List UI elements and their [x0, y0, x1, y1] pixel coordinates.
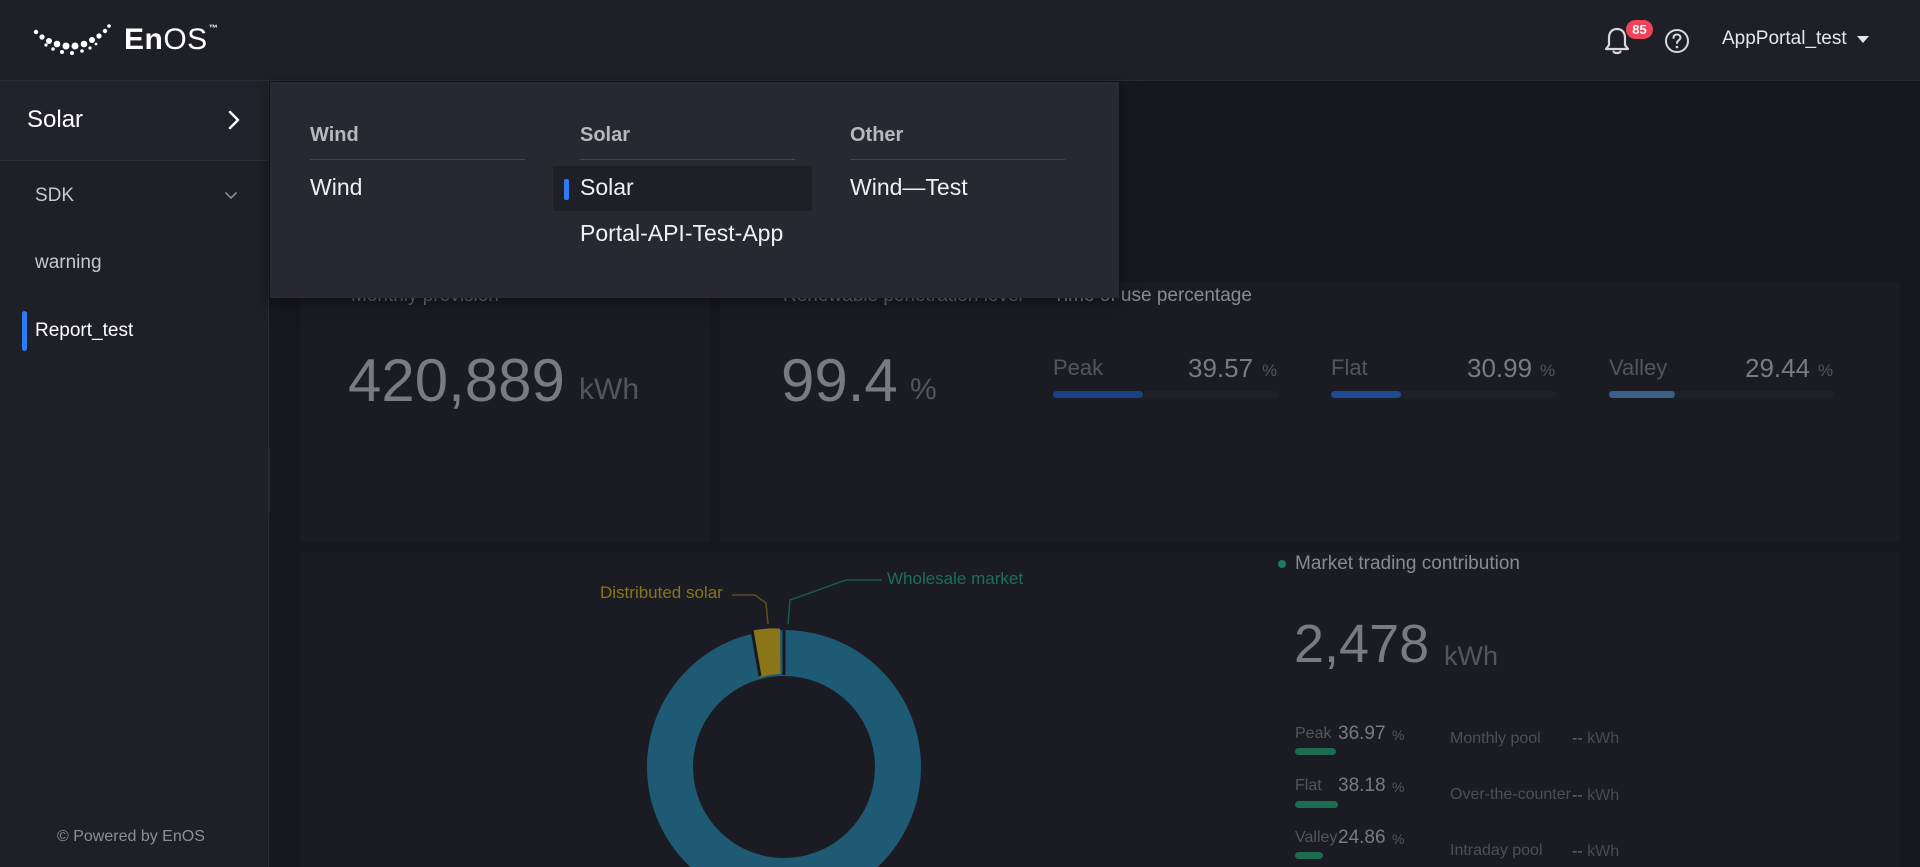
mt-valley-label: Valley [1295, 829, 1338, 846]
dd-item-wind[interactable]: Wind [310, 174, 363, 200]
market-trading-value: 2,478 [1294, 614, 1430, 674]
donut-slice-wholesale [647, 630, 921, 867]
leader-line-distributed-solar [732, 594, 769, 625]
pool-otc-unit: kWh [1587, 787, 1620, 804]
current-app-title: Solar [27, 106, 84, 133]
logo-dots-icon [33, 24, 111, 55]
source-donut-chart [647, 579, 921, 867]
mt-peak-label: Peak [1295, 725, 1332, 742]
tou-flat-track [1331, 391, 1557, 398]
donut-separator [750, 629, 762, 677]
pool-monthly-number: -- [1572, 730, 1583, 747]
tou-peak-bar [1053, 391, 1143, 398]
logo-wordmark: EnOS™ [124, 23, 219, 56]
monthly-provision-card [300, 282, 710, 542]
renewable-penetration-unit: % [910, 373, 937, 406]
legend-dot [1278, 560, 1286, 568]
help-icon[interactable] [1664, 28, 1690, 54]
sidebar-item-warning[interactable]: warning [35, 252, 102, 273]
dd-heading-solar: Solar [580, 124, 631, 146]
tou-valley-track [1609, 391, 1835, 398]
app-switcher-trigger[interactable]: Solar [0, 81, 268, 161]
user-menu[interactable]: AppPortal_test [1722, 28, 1869, 50]
mt-valley-bar [1295, 852, 1323, 859]
divider [580, 159, 795, 160]
selected-indicator [564, 179, 569, 200]
sidebar-item-sdk[interactable]: SDK [35, 185, 75, 206]
tou-flat-label: Flat [1331, 355, 1368, 380]
tou-valley-value: 29.44 [1745, 353, 1811, 383]
leader-line-wholesale [787, 579, 882, 625]
notification-badge: 85 [1626, 20, 1653, 39]
pool-monthly-value: -- kWh [1572, 730, 1619, 748]
monthly-provision-value: 420,889 [348, 347, 565, 414]
dd-item-portal-api-test-app[interactable]: Portal-API-Test-App [580, 220, 784, 246]
market-trading-unit: kWh [1444, 641, 1498, 671]
trading-card [300, 552, 1900, 867]
pool-otc-number: -- [1572, 787, 1583, 804]
penetration-card [720, 282, 1900, 542]
mt-flat-value: 38.18 [1338, 775, 1386, 796]
caret-down-icon [1856, 35, 1869, 43]
monthly-provision-unit: kWh [579, 373, 639, 406]
powered-by-footer: © Powered by EnOS [57, 828, 205, 845]
pool-intraday-unit: kWh [1587, 843, 1620, 860]
pool-intraday-label: Intraday pool [1450, 842, 1543, 859]
tou-peak-label: Peak [1053, 355, 1104, 380]
active-indicator [22, 311, 27, 351]
mt-valley-unit: % [1392, 831, 1405, 847]
tou-peak-value: 39.57 [1188, 353, 1254, 383]
top-header: EnOS™ 85 AppPortal_test [0, 0, 1920, 81]
pool-otc-value: -- kWh [1572, 787, 1619, 805]
mt-flat-bar [1295, 801, 1338, 808]
donut-label-distributed-solar: Distributed solar [600, 583, 723, 602]
tou-flat-unit: % [1540, 361, 1556, 380]
pool-otc-label: Over-the-counter [1450, 786, 1571, 803]
tou-peak-track [1053, 391, 1279, 398]
mt-flat-label: Flat [1295, 777, 1322, 794]
tou-valley-unit: % [1818, 361, 1834, 380]
market-trading-label: Market trading contribution [1295, 553, 1520, 574]
dd-heading-other: Other [850, 124, 904, 146]
divider [850, 159, 1065, 160]
tou-valley-bar [1609, 391, 1675, 398]
dd-item-solar[interactable]: Solar [580, 174, 634, 200]
chevron-right-icon [228, 110, 240, 130]
divider [310, 159, 525, 160]
donut-label-wholesale-market: Wholesale market [887, 569, 1024, 588]
mt-peak-value: 36.97 [1338, 723, 1386, 744]
mt-valley-value: 24.86 [1338, 827, 1386, 848]
mt-flat-unit: % [1392, 779, 1405, 795]
pool-monthly-unit: kWh [1587, 730, 1620, 747]
pool-intraday-number: -- [1572, 843, 1583, 860]
enos-logo[interactable]: EnOS™ [32, 22, 218, 58]
tou-valley-label: Valley [1609, 355, 1668, 380]
sidebar: Solar SDK warning Report_test © Powered … [0, 81, 269, 867]
pool-monthly-label: Monthly pool [1450, 730, 1541, 747]
dd-item-wind-test[interactable]: Wind—Test [850, 174, 968, 200]
renewable-penetration-value: 99.4 [781, 347, 898, 414]
sidebar-item-report-test[interactable]: Report_test [35, 320, 134, 341]
dd-item-solar-selected[interactable] [553, 166, 812, 211]
chevron-down-icon[interactable] [224, 191, 238, 201]
bell-icon[interactable] [1603, 26, 1631, 56]
pool-intraday-value: -- kWh [1572, 843, 1619, 861]
mt-peak-unit: % [1392, 727, 1405, 743]
tou-flat-value: 30.99 [1467, 353, 1533, 383]
dd-heading-wind: Wind [310, 124, 359, 146]
tou-peak-unit: % [1262, 361, 1278, 380]
mt-peak-bar [1295, 748, 1336, 755]
user-name: AppPortal_test [1722, 28, 1847, 49]
tou-flat-bar [1331, 391, 1401, 398]
